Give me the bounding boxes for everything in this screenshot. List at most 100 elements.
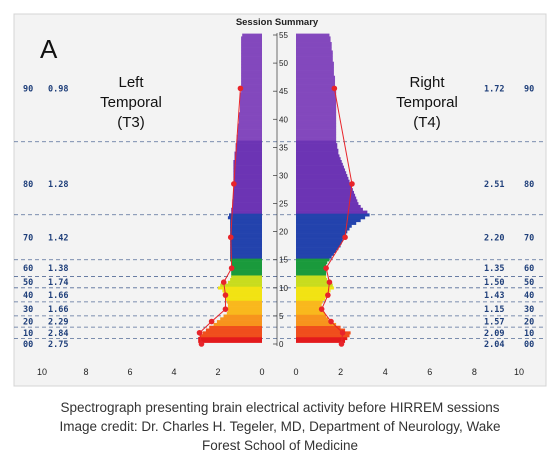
- left-bar: [231, 207, 262, 211]
- right-bar: [296, 280, 330, 284]
- left-bar: [234, 154, 262, 158]
- left-percentile-label: 70: [23, 233, 33, 243]
- left-bar: [233, 165, 262, 169]
- right-band-value: 2.04: [484, 340, 504, 350]
- left-bar: [227, 280, 262, 284]
- right-bar: [296, 143, 338, 147]
- right-bar: [296, 283, 333, 287]
- right-percentile-label: 40: [524, 291, 534, 301]
- right-band-value: 1.50: [484, 278, 504, 288]
- left-bar: [233, 190, 262, 195]
- y-tick-label: 5: [279, 312, 284, 321]
- left-bar: [241, 67, 262, 71]
- left-bar: [231, 261, 262, 265]
- left-percentile-label: 10: [23, 329, 33, 339]
- left-x-tick-label: 0: [259, 367, 264, 377]
- right-bar: [296, 182, 351, 186]
- left-bar: [240, 101, 262, 105]
- right-bar: [296, 53, 333, 57]
- right-bar: [296, 160, 342, 164]
- left-bar: [233, 176, 262, 180]
- right-bar: [296, 322, 337, 327]
- right-bar: [296, 314, 327, 318]
- left-percentile-label: 90: [23, 84, 33, 94]
- left-bar: [233, 168, 262, 172]
- right-bar: [296, 196, 357, 200]
- left-label-line3: (T3): [117, 114, 145, 131]
- left-bar: [234, 151, 262, 155]
- left-marker: [231, 181, 237, 187]
- chart-frame: [13, 13, 547, 387]
- right-band-value: 1.72: [484, 84, 504, 94]
- left-percentile-label: 00: [23, 340, 33, 350]
- left-bar: [230, 255, 262, 259]
- y-tick-label: 20: [279, 228, 288, 237]
- left-bar: [236, 140, 262, 144]
- left-bar: [235, 148, 262, 152]
- left-bar: [241, 58, 262, 62]
- left-percentile-label: 40: [23, 291, 33, 301]
- left-bars: [198, 33, 262, 343]
- left-bar: [233, 162, 262, 166]
- left-bar: [202, 331, 262, 335]
- left-bar: [235, 145, 262, 150]
- right-bar: [296, 334, 350, 338]
- right-marker: [326, 279, 333, 286]
- left-band-value: 2.84: [48, 329, 68, 339]
- left-marker: [237, 85, 244, 92]
- right-bar: [296, 308, 323, 312]
- right-marker: [328, 318, 334, 325]
- left-band-value: 1.38: [48, 264, 68, 274]
- right-bar: [296, 162, 343, 166]
- left-bar: [229, 213, 262, 217]
- left-bar: [237, 131, 262, 136]
- right-bar: [296, 101, 337, 105]
- right-bar: [296, 224, 352, 228]
- left-bar: [226, 311, 262, 315]
- right-bar: [296, 39, 331, 43]
- right-bar: [296, 294, 329, 298]
- left-bar: [230, 241, 262, 245]
- x-axis-ticks: 10 8 6 4 2 0 0 2 4 6 8 10: [37, 367, 524, 377]
- left-bar: [209, 325, 262, 329]
- left-bar: [227, 306, 262, 310]
- left-bar: [240, 103, 262, 107]
- left-bar: [237, 126, 262, 130]
- right-bar: [296, 47, 332, 51]
- y-tick-label: 35: [279, 143, 288, 152]
- left-bar: [230, 277, 262, 282]
- right-bar: [296, 303, 322, 307]
- left-bar: [227, 216, 262, 220]
- right-bar: [296, 263, 327, 268]
- left-label-line1: Left: [118, 74, 144, 91]
- left-bar: [241, 84, 262, 88]
- left-bar: [230, 258, 262, 262]
- left-bar: [241, 81, 262, 85]
- left-marker: [222, 306, 229, 312]
- left-bar: [233, 160, 262, 164]
- right-bar: [296, 286, 334, 290]
- right-bar: [296, 95, 337, 99]
- left-marker: [222, 292, 229, 298]
- right-bar: [296, 190, 354, 195]
- right-bar: [296, 137, 337, 141]
- left-bar: [220, 283, 262, 287]
- right-band-value: 2.51: [484, 180, 504, 190]
- right-band-value: 2.09: [484, 329, 504, 339]
- left-marker: [208, 318, 215, 325]
- left-bar: [235, 143, 262, 147]
- right-bar: [296, 210, 368, 214]
- right-bar: [296, 216, 366, 220]
- caption-line-2: Image credit: Dr. Charles H. Tegeler, MD…: [59, 419, 501, 434]
- left-bar: [220, 317, 262, 321]
- left-bar: [233, 174, 262, 178]
- left-bar: [232, 204, 262, 209]
- left-bar: [231, 263, 262, 268]
- right-bar: [296, 249, 337, 254]
- right-bar: [296, 199, 358, 203]
- left-bar: [200, 334, 262, 338]
- right-bar: [296, 292, 330, 296]
- right-x-tick-label: 4: [383, 367, 388, 377]
- right-bar: [296, 58, 333, 62]
- right-bar: [296, 221, 357, 225]
